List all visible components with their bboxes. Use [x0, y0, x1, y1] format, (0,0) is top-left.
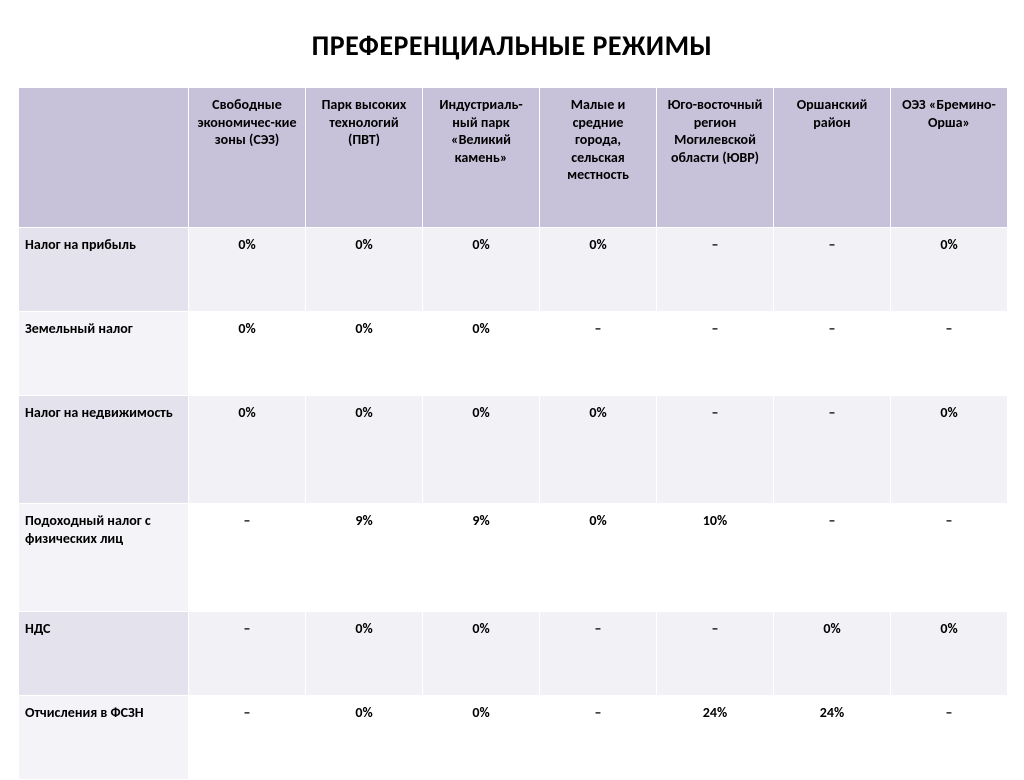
cell: – — [891, 312, 1008, 396]
cell: – — [189, 504, 306, 612]
col-header: Малые и средние города, сельская местнос… — [540, 88, 657, 228]
cell: 0% — [891, 228, 1008, 312]
preferential-regimes-table: Свободные экономичес-кие зоны (СЭЗ) Парк… — [18, 87, 1008, 780]
cell: – — [774, 228, 891, 312]
table-row: Подоходный налог с физических лиц – 9% 9… — [19, 504, 1008, 612]
col-header: Индустриаль-ный парк «Великий камень» — [423, 88, 540, 228]
cell: 0% — [189, 312, 306, 396]
row-label: НДС — [19, 612, 189, 696]
cell: – — [774, 396, 891, 504]
row-label: Земельный налог — [19, 312, 189, 396]
cell: 0% — [774, 612, 891, 696]
table-header-row: Свободные экономичес-кие зоны (СЭЗ) Парк… — [19, 88, 1008, 228]
cell: – — [657, 312, 774, 396]
row-label: Подоходный налог с физических лиц — [19, 504, 189, 612]
cell: – — [774, 312, 891, 396]
cell: 0% — [306, 396, 423, 504]
table-row: НДС – 0% 0% – – 0% 0% — [19, 612, 1008, 696]
cell: 10% — [657, 504, 774, 612]
cell: – — [657, 228, 774, 312]
cell: – — [891, 504, 1008, 612]
cell: 0% — [540, 396, 657, 504]
cell: 9% — [306, 504, 423, 612]
row-label: Налог на прибыль — [19, 228, 189, 312]
cell: – — [657, 396, 774, 504]
cell: – — [540, 312, 657, 396]
table-row: Налог на недвижимость 0% 0% 0% 0% – – 0% — [19, 396, 1008, 504]
page-title: ПРЕФЕРЕНЦИАЛЬНЫЕ РЕЖИМЫ — [18, 28, 1006, 63]
table-row: Налог на прибыль 0% 0% 0% 0% – – 0% — [19, 228, 1008, 312]
cell: 0% — [423, 228, 540, 312]
col-header: Оршанский район — [774, 88, 891, 228]
cell: 0% — [306, 228, 423, 312]
col-header: Свободные экономичес-кие зоны (СЭЗ) — [189, 88, 306, 228]
cell: – — [189, 612, 306, 696]
cell: 0% — [423, 396, 540, 504]
col-header: ОЭЗ «Бремино-Орша» — [891, 88, 1008, 228]
cell: 0% — [891, 612, 1008, 696]
row-label: Налог на недвижимость — [19, 396, 189, 504]
cell: – — [657, 612, 774, 696]
table-corner-cell — [19, 88, 189, 228]
cell: 0% — [891, 396, 1008, 504]
cell: – — [540, 612, 657, 696]
cell: 0% — [189, 396, 306, 504]
cell: – — [774, 504, 891, 612]
cell: 0% — [540, 228, 657, 312]
cell: 0% — [423, 612, 540, 696]
cell: 0% — [306, 312, 423, 396]
table-body: Налог на прибыль 0% 0% 0% 0% – – 0% Земе… — [19, 228, 1008, 780]
cell: 9% — [423, 504, 540, 612]
cell: 0% — [189, 228, 306, 312]
page: ПРЕФЕРЕНЦИАЛЬНЫЕ РЕЖИМЫ Свободные эконом… — [0, 0, 1024, 780]
cell: 0% — [423, 312, 540, 396]
col-header: Юго-восточный регион Могилевской области… — [657, 88, 774, 228]
cell: 0% — [540, 504, 657, 612]
cell: 0% — [306, 612, 423, 696]
col-header: Парк высоких технологий (ПВТ) — [306, 88, 423, 228]
table-row: Земельный налог 0% 0% 0% – – – – — [19, 312, 1008, 396]
